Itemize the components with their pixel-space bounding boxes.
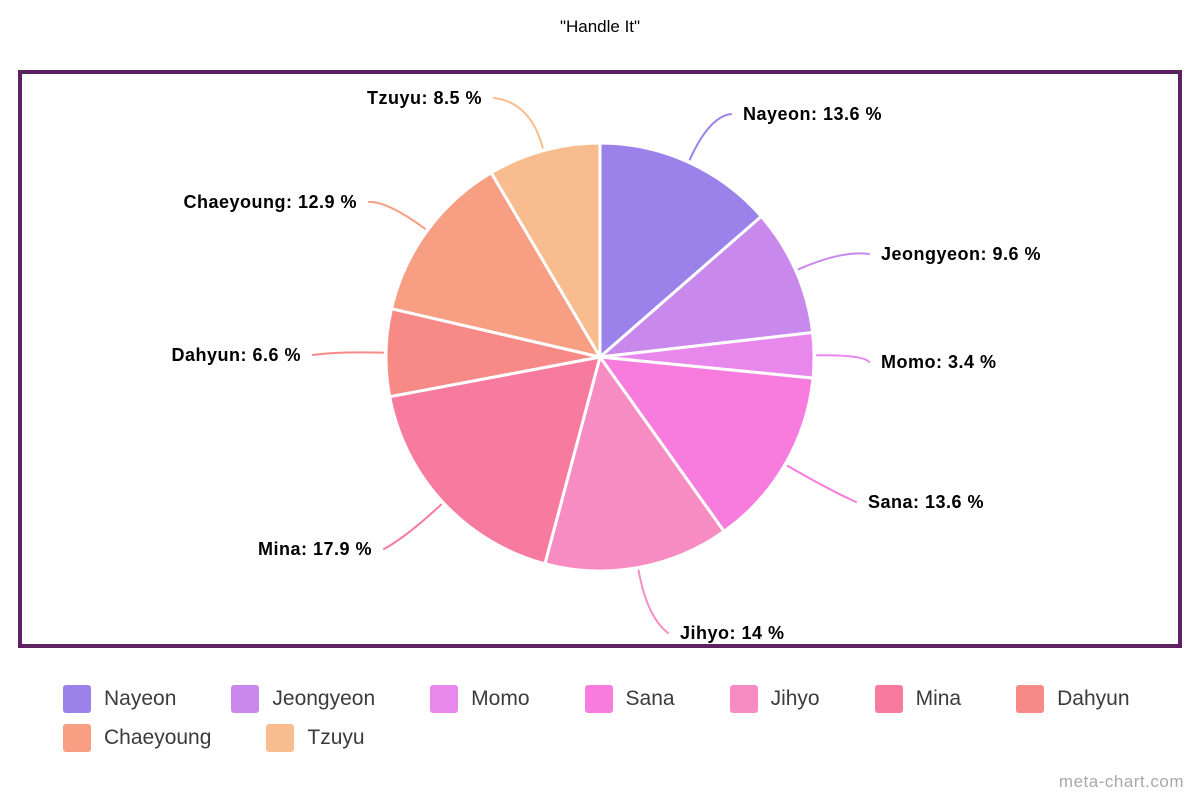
- slice-label-sana: Sana: 13.6 %: [868, 492, 984, 512]
- pie-slice-mina: [388, 355, 602, 566]
- leader-line-tzuyu: [493, 97, 544, 149]
- pie-slice-tzuyu: [489, 141, 602, 359]
- leader-line-jihyo: [637, 569, 669, 634]
- legend-item-dahyun: Dahyun: [1016, 685, 1130, 713]
- leader-line-dahyun: [312, 351, 384, 356]
- legend-swatch-chaeyoung: [63, 724, 91, 752]
- leader-line-chaeyoung: [368, 200, 426, 230]
- legend-swatch-jihyo: [729, 685, 758, 713]
- legend-label-momo: Momo: [471, 687, 530, 710]
- leader-line-momo: [816, 354, 870, 363]
- legend-label-tzuyu: Tzuyu: [307, 726, 365, 749]
- chart-title: "Handle It": [559, 17, 641, 36]
- slice-label-tzuyu: Tzuyu: 8.5 %: [367, 88, 482, 108]
- legend-swatch-nayeon: [63, 685, 91, 713]
- legend-swatch-mina: [874, 685, 903, 713]
- legend-swatch-tzuyu: [266, 724, 295, 752]
- leader-line-mina: [383, 503, 442, 550]
- slice-label-jihyo: Jihyo: 14 %: [680, 623, 785, 643]
- slice-label-nayeon: Nayeon: 13.6 %: [743, 104, 882, 124]
- leader-line-sana: [786, 464, 857, 503]
- leader-line-nayeon: [688, 113, 732, 161]
- legend-label-chaeyoung: Chaeyoung: [104, 726, 212, 749]
- pie-slice-chaeyoung: [390, 171, 602, 359]
- legend-swatch-momo: [430, 685, 459, 713]
- slice-label-jeongyeon: Jeongyeon: 9.6 %: [881, 244, 1041, 264]
- legend-swatch-dahyun: [1016, 685, 1045, 713]
- legend-swatch-jeongyeon: [231, 685, 260, 713]
- legend-label-mina: Mina: [915, 687, 962, 710]
- pie-slice-sana: [598, 355, 815, 533]
- legend-label-dahyun: Dahyun: [1057, 687, 1130, 710]
- pie-chart: Nayeon: 13.6 % Jeongyeon: 9.6 % Momo: 3.4 …: [171, 88, 1041, 643]
- legend-label-sana: Sana: [625, 687, 675, 710]
- slice-label-mina: Mina: 17.9 %: [258, 539, 372, 559]
- legend: Nayeon Jeongyeon Momo Sana Jihyo Mina Dahyun Ch…: [63, 685, 1183, 752]
- legend-item-nayeon: Nayeon: [63, 685, 176, 713]
- pie-slice-jihyo: [543, 355, 726, 573]
- pie-slice-nayeon: [598, 141, 763, 359]
- slice-label-chaeyoung: Chaeyoung: 12.9 %: [183, 192, 357, 212]
- legend-item-jeongyeon: Jeongyeon: [231, 685, 375, 713]
- legend-swatch-sana: [584, 685, 613, 713]
- legend-label-nayeon: Nayeon: [104, 687, 177, 710]
- leader-line-jeongyeon: [797, 252, 870, 271]
- legend-label-jeongyeon: Jeongyeon: [272, 687, 376, 710]
- pie-slice-jeongyeon: [598, 214, 815, 359]
- legend-item-chaeyoung: Chaeyoung: [63, 724, 211, 752]
- legend-item-momo: Momo: [430, 685, 530, 713]
- legend-item-mina: Mina: [874, 685, 962, 713]
- chart-frame: Nayeon: 13.6 % Jeongyeon: 9.6 % Momo: 3.4 …: [18, 70, 1182, 648]
- watermark: meta-chart.com: [1058, 772, 1184, 791]
- slice-label-dahyun: Dahyun: 6.6 %: [171, 345, 301, 365]
- legend-item-jihyo: Jihyo: [729, 685, 820, 713]
- legend-item-sana: Sana: [584, 685, 675, 713]
- legend-item-tzuyu: Tzuyu: [266, 724, 365, 752]
- slice-label-momo: Momo: 3.4 %: [881, 352, 997, 372]
- legend-label-jihyo: Jihyo: [770, 687, 820, 710]
